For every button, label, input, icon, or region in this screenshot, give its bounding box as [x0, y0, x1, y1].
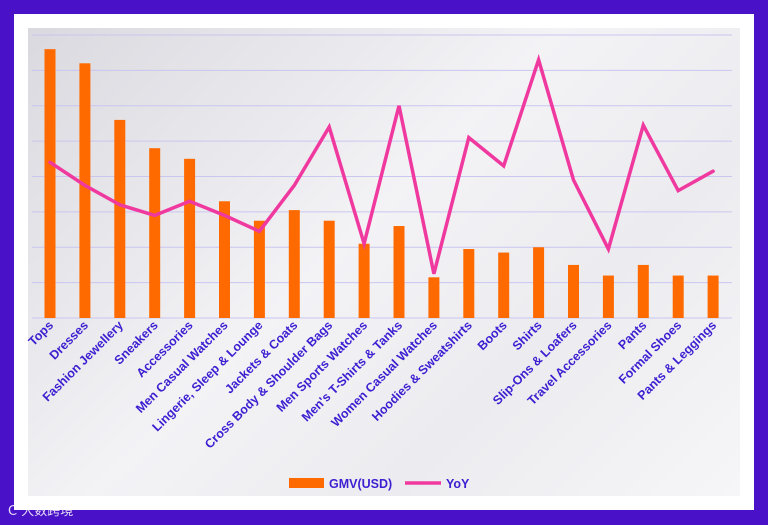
- bar: [149, 148, 161, 318]
- bar: [498, 252, 510, 318]
- bar: [253, 220, 265, 318]
- bar: [602, 275, 614, 318]
- legend-swatch-gmv: [289, 478, 324, 488]
- bar: [219, 201, 230, 318]
- x-tick-label: Boots: [475, 318, 510, 353]
- bar: [428, 277, 440, 318]
- x-tick-label: Cross Body & Shoulder Bags: [202, 318, 335, 451]
- bar: [393, 226, 405, 318]
- bar: [707, 275, 719, 318]
- bar: [44, 49, 56, 319]
- yoy-line: [48, 53, 715, 275]
- bar: [79, 63, 91, 318]
- bar: [533, 247, 545, 318]
- legend-label-gmv: GMV(USD): [329, 477, 392, 491]
- bar: [637, 264, 649, 318]
- bar: [323, 220, 335, 318]
- bar: [463, 249, 475, 318]
- legend-label-yoy: YoY: [446, 477, 470, 491]
- x-tick-label: Tops: [26, 318, 56, 348]
- bar: [358, 243, 370, 318]
- bar: [288, 210, 300, 318]
- bar: [114, 119, 126, 319]
- bar: [672, 275, 684, 318]
- bar: [568, 264, 579, 318]
- watermark: C 大数跨境: [8, 504, 74, 519]
- bar: [184, 158, 196, 318]
